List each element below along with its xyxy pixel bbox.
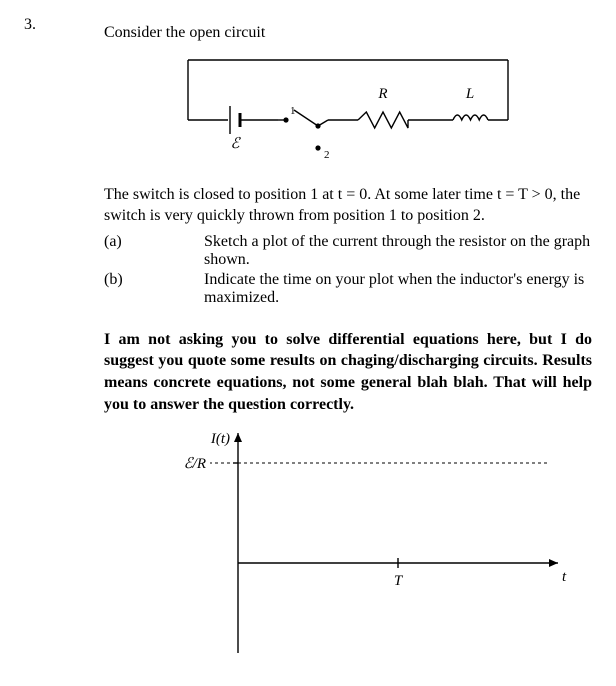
svg-text:t: t <box>562 569 567 585</box>
svg-text:T: T <box>394 573 404 589</box>
svg-text:R: R <box>377 86 387 102</box>
hint-text: I am not asking you to solve differentia… <box>104 329 592 415</box>
svg-text:L: L <box>465 86 474 102</box>
question-number: 3. <box>24 16 104 663</box>
part-a-text: Sketch a plot of the current through the… <box>204 233 592 269</box>
svg-text:ℰ/R: ℰ/R <box>184 456 206 472</box>
svg-text:I(t): I(t) <box>210 431 230 447</box>
svg-text:2: 2 <box>324 149 330 161</box>
circuit-diagram: ℰ 1 2 R L <box>104 50 592 170</box>
part-b-text: Indicate the time on your plot when the … <box>204 271 592 307</box>
graph-axes: I(t)ℰ/R Tt <box>104 423 592 663</box>
svg-text:1: 1 <box>290 105 296 117</box>
part-a-label: (a) <box>104 233 204 269</box>
part-b-label: (b) <box>104 271 204 307</box>
lead-text: Consider the open circuit <box>104 22 592 44</box>
svg-text:ℰ: ℰ <box>230 136 241 152</box>
problem-body: The switch is closed to position 1 at t … <box>104 184 592 227</box>
